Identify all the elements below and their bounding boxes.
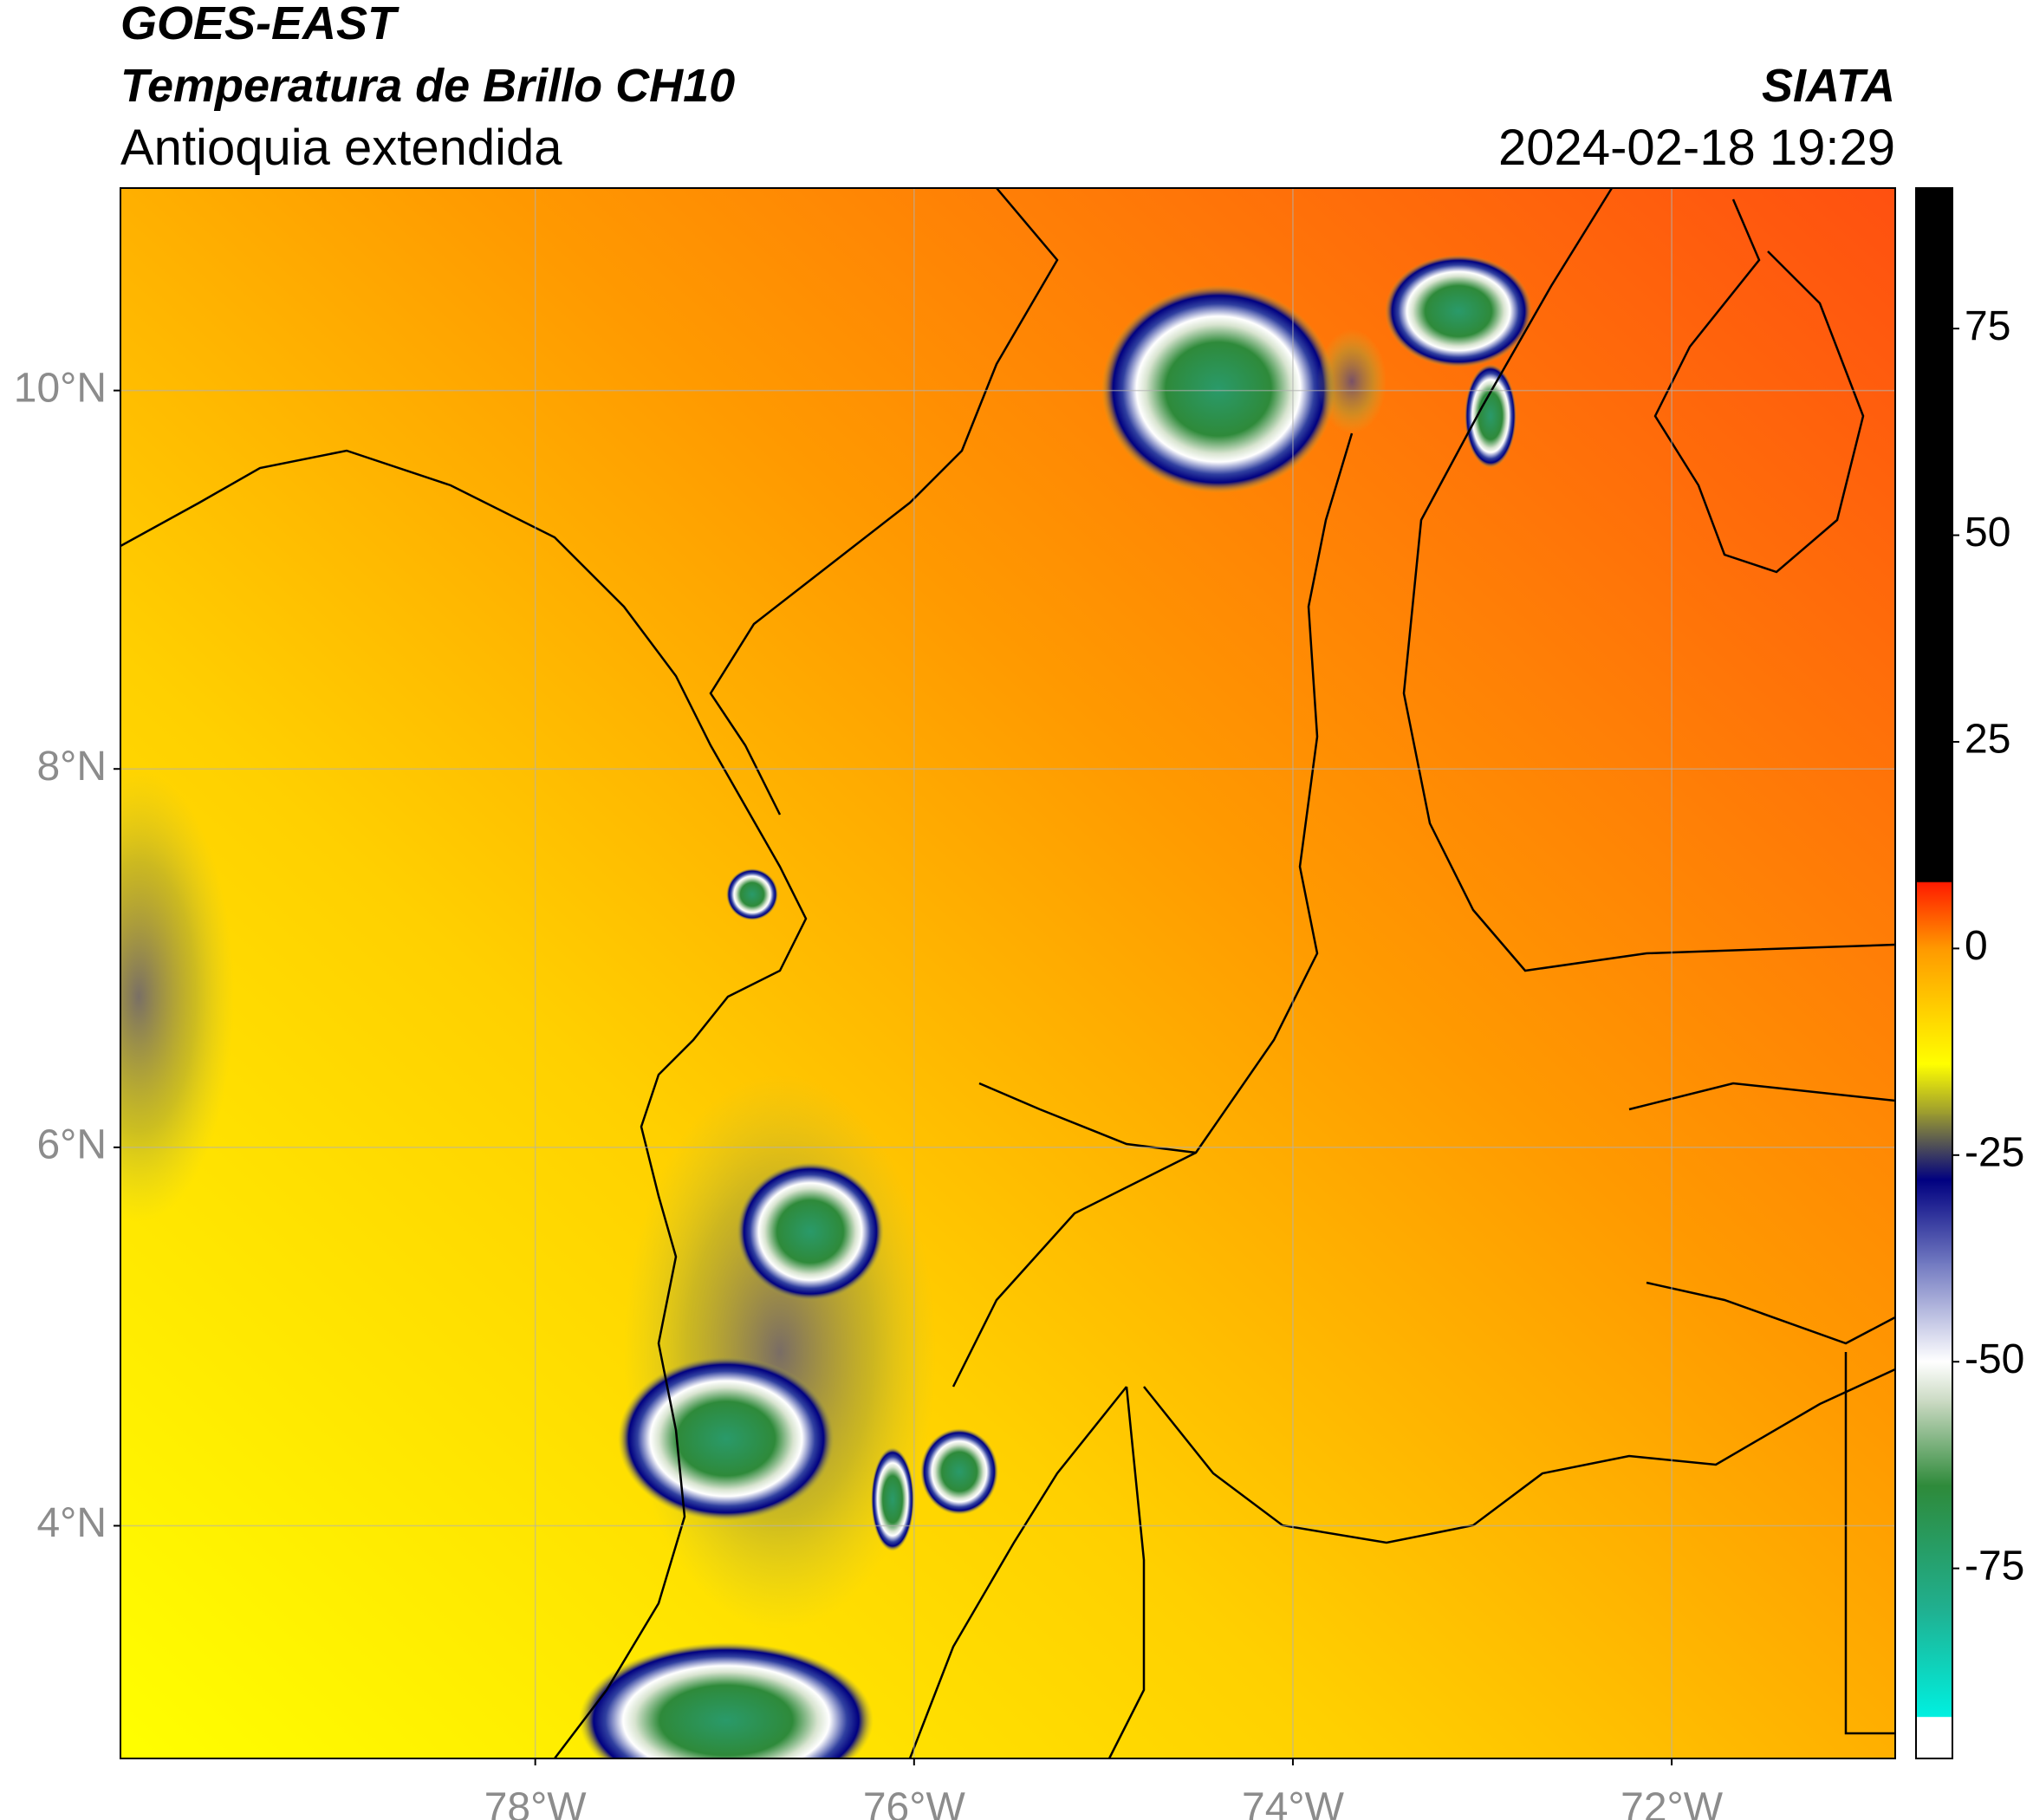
colorbar-segment [1916, 1609, 1952, 1717]
y-tick-label: 4°N [36, 1500, 107, 1546]
colorbar-tick-label: -75 [1965, 1543, 2024, 1589]
y-tick-label: 10°N [14, 365, 107, 411]
borders [120, 188, 1895, 1758]
cloud [726, 868, 778, 920]
colorbar-segment [1916, 881, 1952, 949]
colorbar-segment [1916, 947, 1952, 1065]
colorbar-segment [1916, 1262, 1952, 1362]
y-tick-label: 6°N [36, 1122, 107, 1168]
cloud [1101, 285, 1335, 493]
cloud [618, 1356, 835, 1521]
cloud [1385, 255, 1532, 367]
cloud [737, 1162, 884, 1301]
colorbar [1916, 187, 1952, 1759]
y-tick-label: 8°N [36, 744, 107, 790]
colorbar-tick-label: 0 [1965, 923, 1988, 969]
x-tick-label: 72°W [1621, 1785, 1724, 1820]
colorbar-tick-label: 25 [1965, 717, 2010, 763]
colorbar-segment [1916, 1402, 1952, 1486]
temperature-field [120, 188, 1895, 1758]
datetime: 2024-02-18 19:29 [1498, 120, 1895, 176]
grid [120, 188, 1895, 1758]
colorbar-tick-label: -25 [1965, 1129, 2024, 1175]
region: Antioquia extendida [120, 120, 562, 176]
x-tick-label: 74°W [1242, 1785, 1345, 1820]
cloud [1465, 364, 1517, 468]
subtitle: Temperatura de Brillo CH10 [120, 60, 735, 112]
colorbar-segment [1916, 1063, 1952, 1115]
colorbar-tick-label: 50 [1965, 510, 2010, 556]
cloud [920, 1428, 998, 1515]
colorbar-segment [1916, 187, 1952, 882]
cloud [1317, 329, 1387, 433]
x-tick-label: 76°W [863, 1785, 966, 1820]
title: GOES-EAST [120, 0, 399, 49]
colorbar-segment [1916, 1113, 1952, 1180]
map-frame [120, 187, 1896, 1759]
x-tick-label: 78°W [484, 1785, 588, 1820]
colorbar-segment [1916, 1361, 1952, 1404]
colorbar-tick-label: -50 [1965, 1336, 2024, 1382]
cloud [871, 1447, 914, 1551]
colorbar-segment [1916, 1179, 1952, 1264]
cloud [120, 771, 234, 1222]
source: SIATA [1762, 60, 1895, 112]
colorbar-tick-label: 75 [1965, 303, 2010, 349]
colorbar-frame [1915, 187, 1953, 1759]
cloud [579, 1642, 874, 1758]
colorbar-segment [1916, 1485, 1952, 1610]
map-area [120, 188, 1895, 1758]
colorbar-segment [1916, 1716, 1952, 1759]
